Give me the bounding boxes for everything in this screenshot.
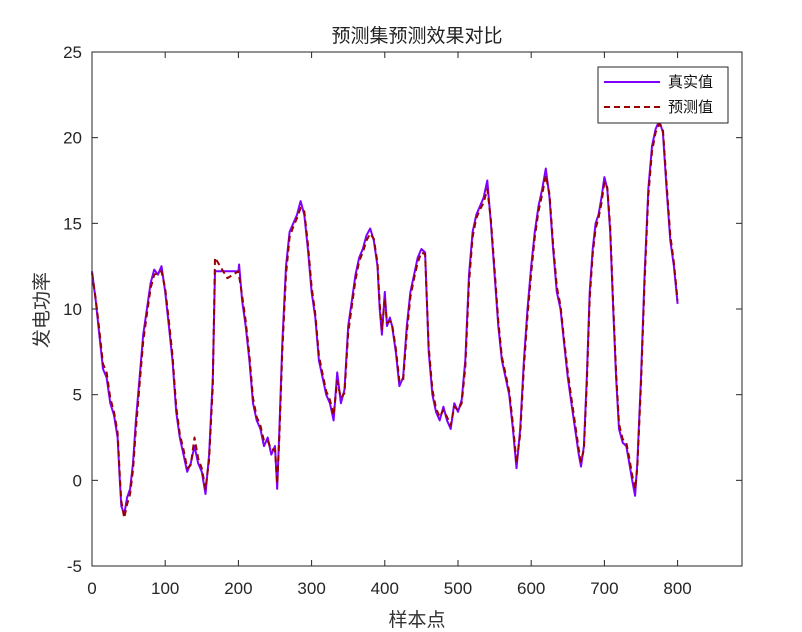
x-tick-label: 0 xyxy=(87,579,96,598)
legend-box xyxy=(597,66,729,124)
y-tick-label: 0 xyxy=(73,471,82,490)
plot-area: 0 100 200 300 400 500 600 700 800 -5 0 5 10 15 20 25 xyxy=(63,43,743,598)
y-tick-label: 10 xyxy=(63,300,82,319)
series-lines xyxy=(91,119,679,519)
chart-title: 预测集预测效果对比 xyxy=(331,25,502,47)
legend: 真实值 预测值 xyxy=(597,66,729,124)
legend-label-real: 真实值 xyxy=(668,73,713,91)
x-tick-label: 200 xyxy=(224,579,252,598)
y-tick-label: 5 xyxy=(73,386,82,405)
axes-background xyxy=(92,52,742,566)
y-axis-ticks: -5 0 5 10 15 20 25 xyxy=(63,43,742,576)
legend-label-pred: 预测值 xyxy=(668,98,713,116)
x-tick-label: 500 xyxy=(444,579,472,598)
x-tick-label: 800 xyxy=(663,579,691,598)
x-tick-label: 600 xyxy=(517,579,545,598)
x-tick-label: 100 xyxy=(151,579,179,598)
y-tick-label: 15 xyxy=(63,214,82,233)
x-axis-label: 样本点 xyxy=(388,609,445,631)
y-tick-label: -5 xyxy=(67,557,82,576)
x-tick-label: 300 xyxy=(297,579,325,598)
y-tick-label: 25 xyxy=(63,43,82,62)
x-axis-ticks: 0 100 200 300 400 500 600 700 800 xyxy=(87,52,692,598)
y-axis-label: 发电功率 xyxy=(31,272,53,348)
y-tick-label: 20 xyxy=(63,129,82,148)
x-tick-label: 700 xyxy=(590,579,618,598)
x-tick-label: 400 xyxy=(371,579,399,598)
series-line-pred xyxy=(91,123,679,519)
